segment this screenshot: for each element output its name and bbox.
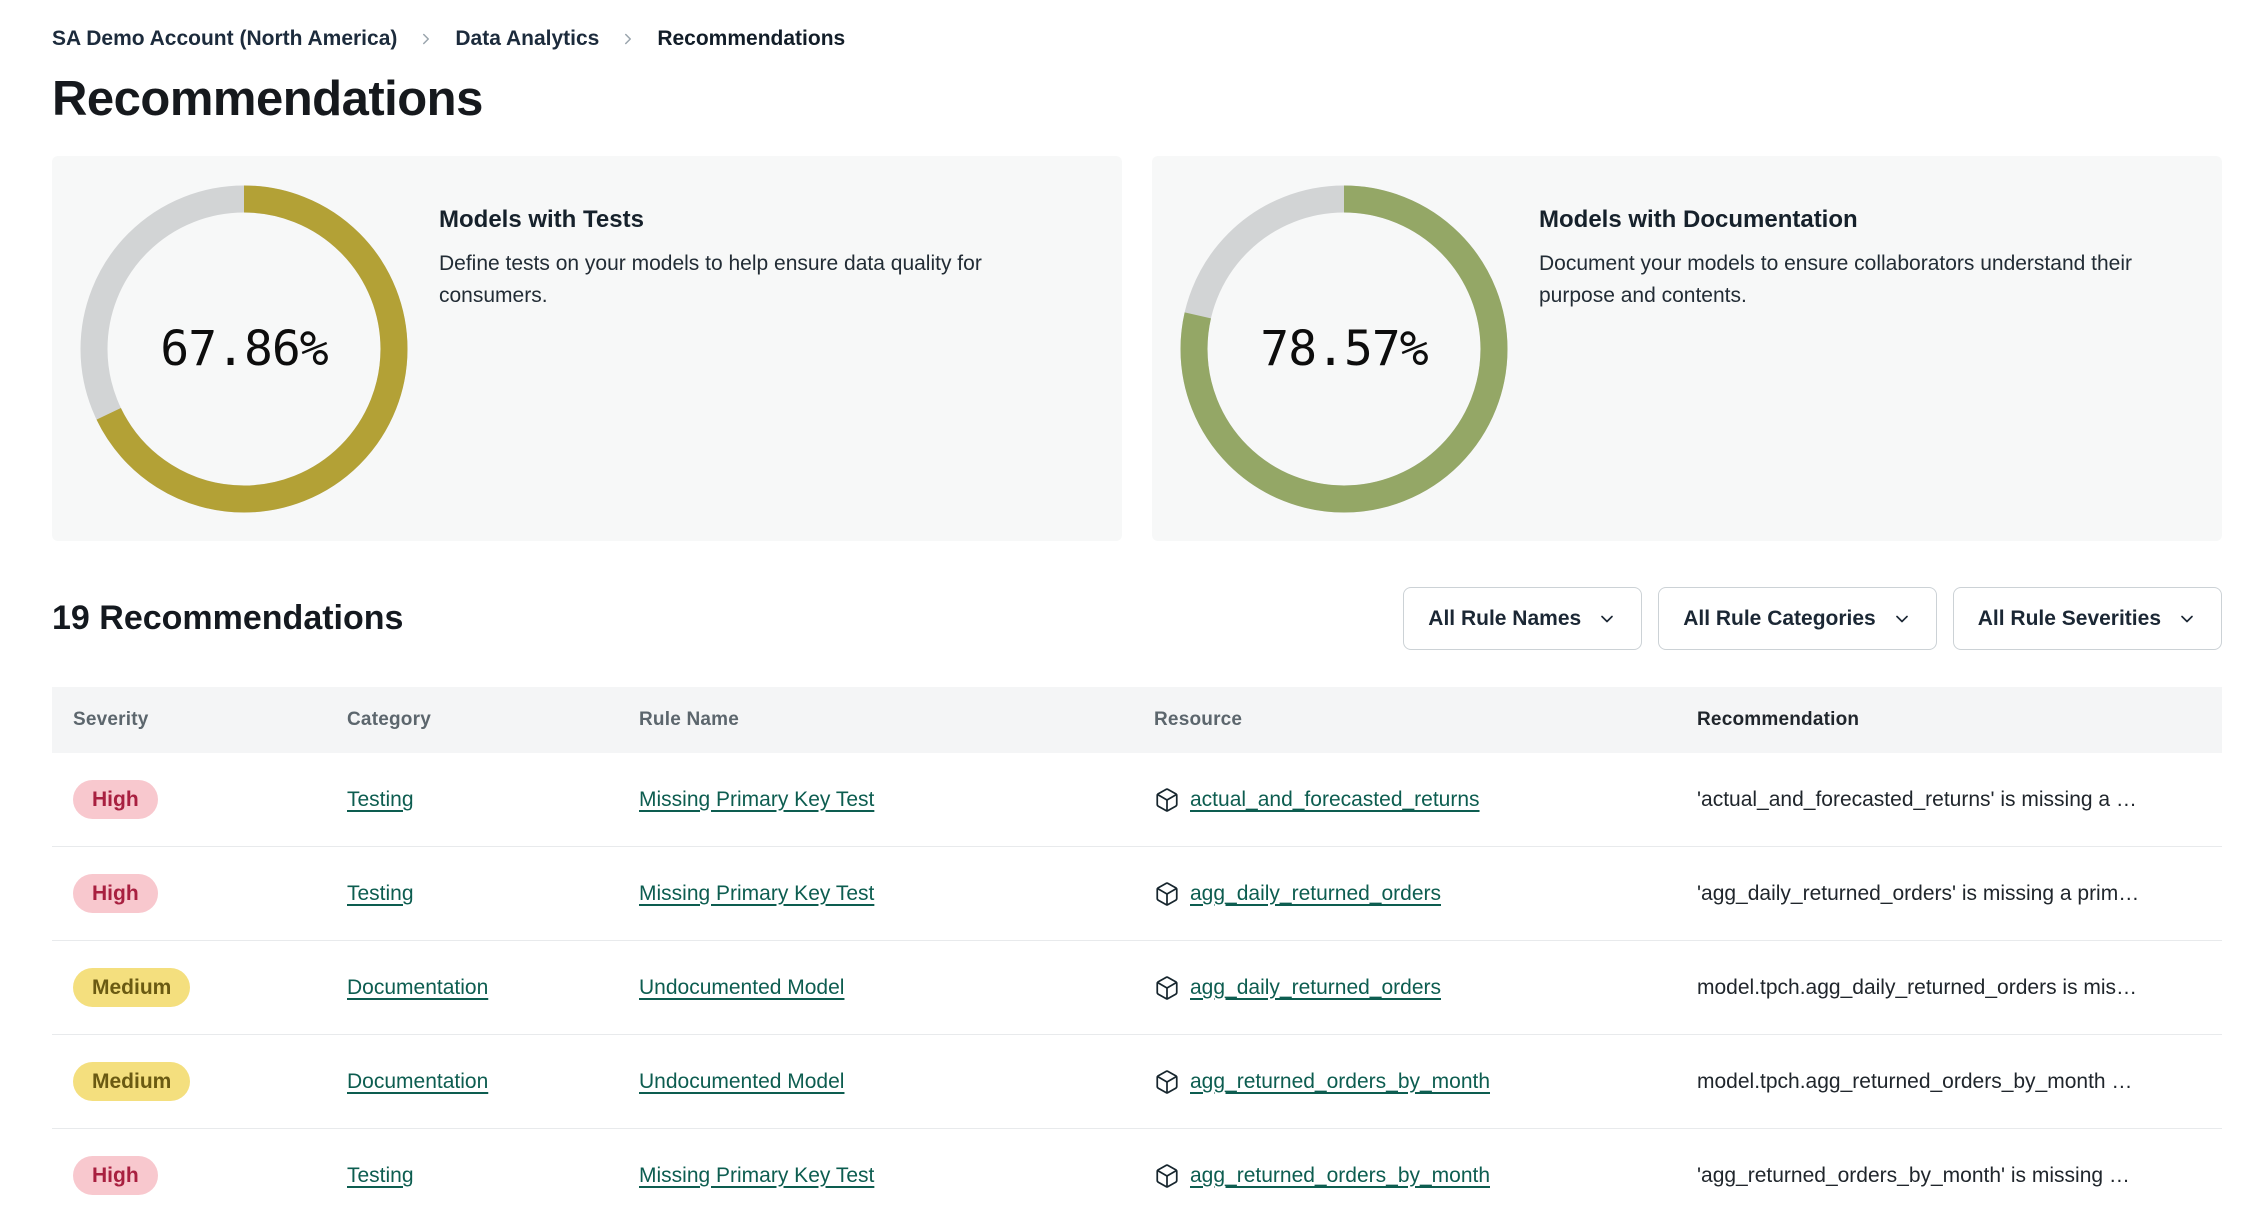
tests-percent-value: 67.86% <box>160 320 328 377</box>
category-link[interactable]: Testing <box>347 1163 414 1187</box>
card-description: Define tests on your models to help ensu… <box>439 252 982 307</box>
severity-badge: Medium <box>73 967 191 1008</box>
rule-names-filter-dropdown[interactable]: All Rule Names <box>1403 587 1643 650</box>
chevron-down-icon <box>1597 609 1617 629</box>
recommendations-count-heading: 19 Recommendations <box>52 599 404 637</box>
rule-name-link[interactable]: Missing Primary Key Test <box>639 787 875 811</box>
rule-severities-filter-dropdown[interactable]: All Rule Severities <box>1952 587 2222 650</box>
recommendations-table: Severity Category Rule Name Resource Rec… <box>52 687 2222 1220</box>
breadcrumb-account-link[interactable]: SA Demo Account (North America) <box>52 27 398 50</box>
category-link[interactable]: Documentation <box>347 975 489 999</box>
resource-link[interactable]: agg_daily_returned_orders <box>1190 975 1442 999</box>
category-link[interactable]: Documentation <box>347 1069 489 1093</box>
severity-badge: Medium <box>73 1061 191 1102</box>
table-row: Medium Documentation Undocumented Model … <box>52 1035 2222 1129</box>
breadcrumb-current: Recommendations <box>657 27 846 50</box>
recommendation-text: 'agg_returned_orders_by_month' is missin… <box>1697 1163 2130 1187</box>
model-cube-icon <box>1154 1069 1180 1095</box>
resource-link[interactable]: agg_daily_returned_orders <box>1190 881 1442 905</box>
recommendation-text: 'actual_and_forecasted_returns' is missi… <box>1697 787 2137 811</box>
model-cube-icon <box>1154 975 1180 1001</box>
rule-categories-filter-dropdown[interactable]: All Rule Categories <box>1658 587 1937 650</box>
card-description: Document your models to ensure collabora… <box>1539 252 2132 307</box>
column-header-rule-name: Rule Name <box>639 709 740 730</box>
table-row: Medium Documentation Undocumented Model … <box>52 941 2222 1035</box>
donut-fill <box>1180 185 1508 512</box>
breadcrumb: SA Demo Account (North America) Data Ana… <box>52 26 2222 52</box>
column-header-severity: Severity <box>73 709 149 730</box>
resource-link[interactable]: actual_and_forecasted_returns <box>1190 787 1480 811</box>
rule-name-link[interactable]: Undocumented Model <box>639 1069 845 1093</box>
table-row: High Testing Missing Primary Key Test ag… <box>52 1129 2222 1220</box>
category-link[interactable]: Testing <box>347 787 414 811</box>
chevron-right-icon <box>619 30 637 48</box>
rule-name-link[interactable]: Undocumented Model <box>639 975 845 999</box>
docs-percent-value: 78.57% <box>1260 320 1428 377</box>
category-link[interactable]: Testing <box>347 881 414 905</box>
filter-label: All Rule Names <box>1428 606 1582 630</box>
rule-name-link[interactable]: Missing Primary Key Test <box>639 1163 875 1187</box>
models-with-documentation-card: 78.57% Models with Documentation Documen… <box>1152 156 2222 541</box>
card-text: Models with Tests Define tests on your m… <box>409 156 1122 311</box>
model-cube-icon <box>1154 881 1180 907</box>
severity-badge: High <box>73 779 158 820</box>
card-title: Models with Tests <box>439 206 644 233</box>
severity-badge: High <box>73 873 158 914</box>
summary-cards: 67.86% Models with Tests Define tests on… <box>52 156 2222 541</box>
rule-name-link[interactable]: Missing Primary Key Test <box>639 881 875 905</box>
chevron-right-icon <box>417 30 435 48</box>
page-title: Recommendations <box>52 72 483 126</box>
breadcrumb-project-link[interactable]: Data Analytics <box>455 27 600 50</box>
resource-link[interactable]: agg_returned_orders_by_month <box>1190 1163 1491 1187</box>
list-header: 19 Recommendations All Rule Names All Ru… <box>52 587 2222 650</box>
card-text: Models with Documentation Document your … <box>1509 156 2222 311</box>
column-header-category: Category <box>347 709 431 730</box>
filter-label: All Rule Categories <box>1683 606 1876 630</box>
chevron-down-icon <box>1892 609 1912 629</box>
table-row: High Testing Missing Primary Key Test ac… <box>52 753 2222 847</box>
card-title: Models with Documentation <box>1539 206 1858 233</box>
recommendations-page: SA Demo Account (North America) Data Ana… <box>0 26 2248 1220</box>
filters: All Rule Names All Rule Categories All R… <box>1403 587 2222 650</box>
recommendation-text: model.tpch.agg_returned_orders_by_month … <box>1697 1069 2133 1093</box>
recommendation-text: model.tpch.agg_daily_returned_orders is … <box>1697 975 2138 999</box>
docs-donut-chart: 78.57% <box>1179 184 1509 514</box>
model-cube-icon <box>1154 1163 1180 1189</box>
donut-fill <box>80 185 408 512</box>
column-header-recommendation: Recommendation <box>1697 709 1860 730</box>
column-header-resource: Resource <box>1154 709 1243 730</box>
tests-donut-chart: 67.86% <box>79 184 409 514</box>
model-cube-icon <box>1154 787 1180 813</box>
models-with-tests-card: 67.86% Models with Tests Define tests on… <box>52 156 1122 541</box>
table-header: Severity Category Rule Name Resource Rec… <box>52 687 2222 753</box>
chevron-down-icon <box>2177 609 2197 629</box>
filter-label: All Rule Severities <box>1977 606 2161 630</box>
recommendation-text: 'agg_daily_returned_orders' is missing a… <box>1697 881 2140 905</box>
severity-badge: High <box>73 1155 158 1196</box>
resource-link[interactable]: agg_returned_orders_by_month <box>1190 1069 1491 1093</box>
table-row: High Testing Missing Primary Key Test ag… <box>52 847 2222 941</box>
